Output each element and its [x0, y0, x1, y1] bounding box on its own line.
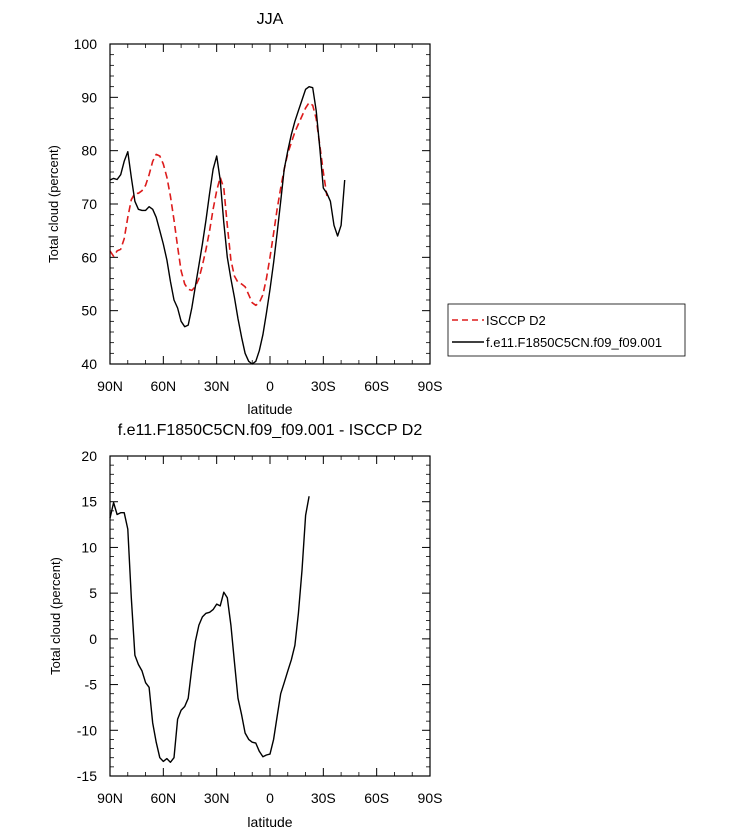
legend-box: [447, 303, 686, 357]
top-x-tick-label: 90S: [418, 378, 443, 394]
top-y-tick-label: 60: [81, 249, 97, 265]
top-y-tick-label: 70: [81, 196, 97, 212]
bottom-x-tick-label: 60S: [364, 790, 389, 806]
bottom-y-tick-label: 5: [89, 585, 97, 601]
top-y-tick-label: 100: [74, 36, 98, 52]
top-x-tick-label: 60N: [150, 378, 176, 394]
bottom-title: f.e11.F1850C5CN.f09_f09.001 - ISCCP D2: [118, 422, 423, 439]
top-plot-frame: [109, 43, 431, 365]
bottom-y-axis-label: Total cloud (percent): [48, 557, 63, 675]
legend-label-model: f.e11.F1850C5CN.f09_f09.001: [486, 335, 662, 350]
bottom-y-tick-label: -15: [77, 768, 97, 784]
bottom-panel: f.e11.F1850C5CN.f09_f09.001 - ISCCP D2 -…: [48, 422, 442, 830]
bottom-x-tick-label: 0: [266, 790, 274, 806]
top-x-tick-label: 30N: [204, 378, 230, 394]
top-series: [109, 86, 346, 365]
bottom-y-tick-label: 20: [81, 448, 97, 464]
top-series-line-isccp: [109, 101, 328, 307]
top-x-tick-label: 60S: [364, 378, 389, 394]
top-axes: 40 50 60 70 80 90 100 90N 60N 30N 0 30S 60S 90S: [74, 36, 443, 394]
bottom-series-line-model: [109, 496, 310, 763]
bottom-series: [109, 496, 310, 763]
top-y-axis-label: Total cloud (percent): [46, 145, 61, 263]
bottom-x-tick-label: 90S: [418, 790, 443, 806]
bottom-x-tick-label: 90N: [97, 790, 123, 806]
bottom-x-tick-label: 60N: [150, 790, 176, 806]
top-x-tick-label: 90N: [97, 378, 123, 394]
top-series-line-model: [109, 86, 346, 365]
bottom-x-tick-label: 30S: [311, 790, 336, 806]
top-x-tick-label: 0: [266, 378, 274, 394]
top-y-tick-label: 40: [81, 356, 97, 372]
top-y-tick-label: 80: [81, 143, 97, 159]
bottom-axes: -15 -10 -5 0 5 10 15 20 90N 60N 30N 0 30S 60S 90S: [77, 448, 443, 806]
top-x-tick-label: 30S: [311, 378, 336, 394]
top-y-tick-label: 90: [81, 89, 97, 105]
top-title: JJA: [257, 11, 284, 28]
legend: ISCCP D2 f.e11.F1850C5CN.f09_f09.001: [447, 303, 686, 357]
bottom-x-tick-label: 30N: [204, 790, 230, 806]
bottom-y-tick-label: 15: [81, 494, 97, 510]
bottom-y-tick-label: 10: [81, 539, 97, 555]
top-panel: JJA 40 50 60 70 80 90 100 90N 60N 30N 0 30S 60S 90S l…: [46, 11, 442, 417]
bottom-y-tick-label: -5: [85, 677, 98, 693]
bottom-y-tick-label: 0: [89, 631, 97, 647]
legend-label-isccp: ISCCP D2: [486, 313, 546, 328]
bottom-plot-frame: [109, 455, 431, 777]
bottom-x-axis-label: latitude: [247, 814, 292, 830]
top-y-tick-label: 50: [81, 303, 97, 319]
bottom-y-tick-label: -10: [77, 722, 97, 738]
top-x-axis-label: latitude: [247, 401, 292, 417]
